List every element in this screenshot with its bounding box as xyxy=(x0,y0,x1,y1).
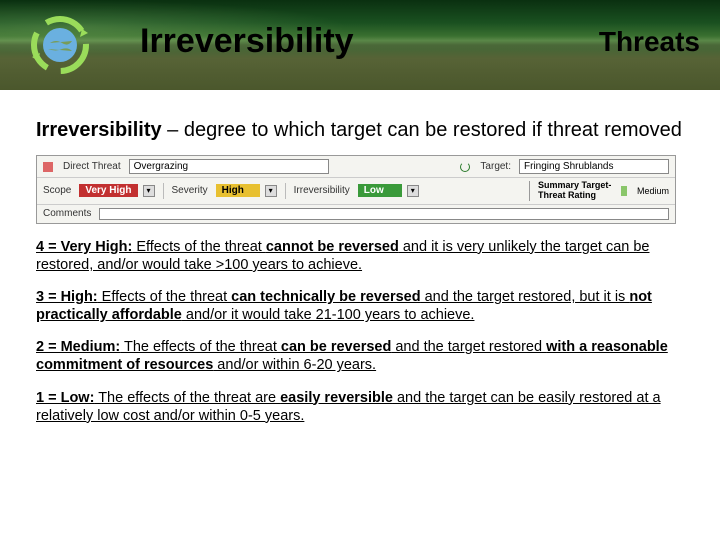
threat-swatch xyxy=(43,162,53,172)
scale-bold: cannot be reversed xyxy=(266,239,399,255)
scale-3-high: 3 = High: Effects of the threat can tech… xyxy=(36,288,684,324)
scale-text: and the target restored xyxy=(391,339,546,355)
severity-dropdown-icon: ▾ xyxy=(265,185,277,197)
definition-text: Irreversibility – degree to which target… xyxy=(36,118,684,143)
scope-value: Very High xyxy=(79,184,137,197)
summary-swatch xyxy=(621,186,627,196)
direct-threat-value: Overgrazing xyxy=(129,159,329,174)
comments-value xyxy=(99,208,669,220)
scope-label: Scope xyxy=(43,185,71,196)
definition-body: – degree to which target can be restored… xyxy=(162,119,682,141)
severity-label: Severity xyxy=(172,185,208,196)
irrev-dropdown-icon: ▾ xyxy=(407,185,419,197)
scale-text: and/or within 6-20 years. xyxy=(213,357,376,373)
scale-bold: easily reversible xyxy=(280,390,393,406)
slide-body: Irreversibility – degree to which target… xyxy=(0,90,720,435)
scope-dropdown-icon: ▾ xyxy=(143,185,155,197)
irreversibility-value: Low xyxy=(358,184,402,197)
form-row-comments: Comments xyxy=(37,204,675,223)
form-row-ratings: Scope Very High ▾ Severity High ▾ Irreve… xyxy=(37,177,675,204)
rating-form-screenshot: Direct Threat Overgrazing Target: Fringi… xyxy=(36,155,676,224)
summary-rating-block: Summary Target-Threat Rating Medium xyxy=(529,181,669,201)
scale-bold: can technically be reversed xyxy=(231,289,420,305)
scale-bold: can be reversed xyxy=(281,339,391,355)
target-value: Fringing Shrublands xyxy=(519,159,669,174)
scale-text: The effects of the threat are xyxy=(94,390,280,406)
divider xyxy=(285,183,286,199)
scale-text: and/or it would take 21-100 years to ach… xyxy=(182,307,475,323)
target-label: Target: xyxy=(480,161,511,172)
scale-4-very-high: 4 = Very High: Effects of the threat can… xyxy=(36,238,684,274)
summary-label: Summary Target-Threat Rating xyxy=(538,181,615,201)
globe-recycle-icon xyxy=(30,15,90,75)
scale-text: and the target restored, but it is xyxy=(421,289,630,305)
scale-1-low: 1 = Low: The effects of the threat are e… xyxy=(36,389,684,425)
scale-num: 2 = Medium: xyxy=(36,339,120,355)
scale-text: Effects of the threat xyxy=(98,289,232,305)
scale-2-medium: 2 = Medium: The effects of the threat ca… xyxy=(36,338,684,374)
section-label: Threats xyxy=(599,26,700,58)
direct-threat-label: Direct Threat xyxy=(63,161,121,172)
scale-text: Effects of the threat xyxy=(132,239,266,255)
severity-value: High xyxy=(216,184,260,197)
refresh-icon xyxy=(460,162,470,172)
summary-value: Medium xyxy=(637,186,669,196)
irreversibility-label: Irreversibility xyxy=(294,185,350,196)
comments-label: Comments xyxy=(43,208,91,219)
scale-num: 4 = Very High: xyxy=(36,239,132,255)
definition-term: Irreversibility xyxy=(36,119,162,141)
form-row-threat-target: Direct Threat Overgrazing Target: Fringi… xyxy=(37,156,675,177)
scale-text: The effects of the threat xyxy=(120,339,281,355)
scale-num: 3 = High: xyxy=(36,289,98,305)
slide-header: Irreversibility Threats xyxy=(0,0,720,90)
divider xyxy=(163,183,164,199)
scale-num: 1 = Low: xyxy=(36,390,94,406)
page-title: Irreversibility xyxy=(140,22,354,61)
